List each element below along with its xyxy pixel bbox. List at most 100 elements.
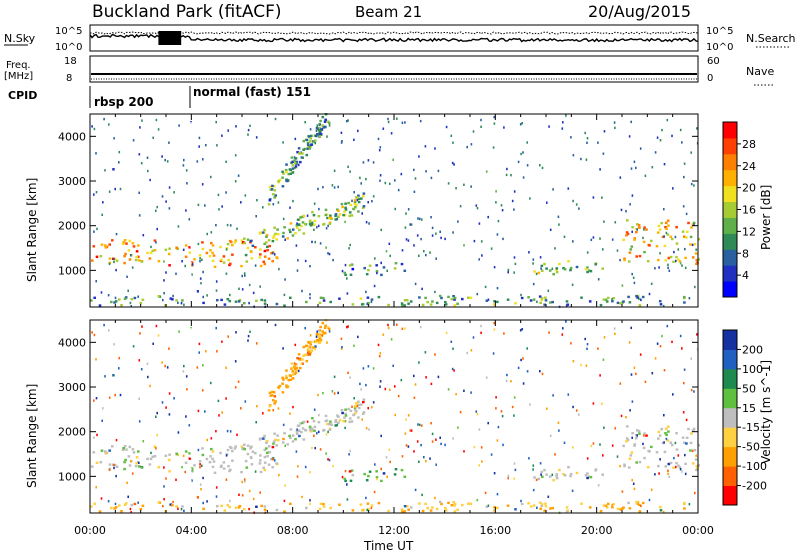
power-cell — [326, 135, 328, 138]
power-cell — [527, 296, 530, 299]
velocity-cell — [306, 353, 309, 356]
power-cell — [271, 184, 274, 188]
velocity-cell — [222, 461, 226, 464]
power-colorbar-tick: 24 — [742, 160, 756, 173]
power-cell — [630, 245, 634, 248]
velocity-cell — [628, 457, 632, 460]
power-cell — [254, 264, 257, 267]
power-cell — [281, 176, 284, 179]
velocity-cell — [272, 440, 276, 443]
velocity-cell — [338, 419, 342, 422]
velocity-cell — [132, 345, 135, 348]
velocity-cell — [357, 403, 361, 407]
velocity-cell — [228, 445, 232, 449]
velocity-cell — [540, 504, 544, 508]
power-cell — [329, 214, 332, 217]
power-cell — [301, 289, 303, 293]
power-colorbar-tick: 8 — [742, 247, 749, 260]
velocity-cell — [329, 506, 332, 510]
velocity-cell — [430, 382, 433, 386]
velocity-cell — [310, 427, 314, 430]
power-cell — [191, 273, 193, 276]
power-cell — [322, 126, 325, 129]
power-cell — [244, 253, 248, 257]
velocity-cell — [658, 506, 662, 509]
velocity-cell — [267, 445, 271, 448]
power-cell — [302, 214, 306, 218]
velocity-cell — [281, 376, 284, 379]
power-cell — [185, 209, 187, 212]
velocity-cell — [354, 412, 357, 415]
power-cell — [100, 243, 104, 246]
velocity-cell — [294, 371, 298, 374]
power-cell — [549, 301, 552, 304]
velocity-cell — [397, 394, 400, 398]
velocity-cell — [297, 429, 301, 432]
velocity-cell — [193, 464, 196, 467]
velocity-cell — [215, 326, 217, 330]
velocity-cell — [246, 444, 250, 447]
velocity-cell — [642, 442, 644, 446]
power-cell — [114, 187, 116, 191]
power-cell — [547, 289, 550, 292]
velocity-cell — [301, 421, 304, 425]
velocity-cell — [289, 436, 292, 440]
velocity-cell — [259, 470, 263, 474]
velocity-cell — [250, 445, 253, 448]
power-cell — [684, 247, 686, 251]
velocity-cell — [502, 443, 504, 447]
x-tick-label: 08:00 — [277, 524, 309, 537]
velocity-cell — [283, 499, 286, 503]
velocity-cell — [346, 483, 348, 486]
velocity-cell — [219, 451, 222, 455]
velocity-cell — [604, 504, 608, 507]
freq-panel: Freq. [MHz] 18 8 Nave 60 0 — [4, 55, 775, 86]
velocity-cell — [334, 424, 338, 427]
velocity-cell — [657, 437, 660, 440]
velocity-cell — [659, 345, 662, 348]
power-cell — [205, 144, 207, 147]
velocity-cell — [301, 495, 303, 499]
velocity-cell — [289, 428, 293, 431]
velocity-cell — [327, 327, 331, 331]
velocity-cell — [662, 510, 665, 514]
power-cell — [604, 298, 608, 301]
power-cell — [265, 235, 268, 238]
velocity-cell — [289, 378, 293, 381]
power-cell — [660, 221, 663, 225]
power-cell — [302, 232, 306, 235]
power-cell — [631, 230, 633, 233]
velocity-cell — [372, 367, 375, 370]
power-cell — [344, 263, 347, 267]
power-cell — [200, 282, 202, 285]
velocity-cell — [522, 382, 525, 385]
power-cell — [638, 304, 642, 307]
power-cell — [299, 216, 302, 219]
power-cell — [386, 269, 388, 272]
velocity-cell — [673, 456, 675, 460]
velocity-cell — [263, 455, 267, 459]
velocity-colorbar-tick: 50 — [742, 382, 756, 395]
velocity-cell — [687, 427, 690, 431]
power-cell — [108, 243, 111, 246]
power-cell — [347, 119, 349, 122]
velocity-cell — [201, 389, 204, 392]
velocity-cell — [603, 426, 605, 429]
velocity-cell — [178, 330, 180, 333]
power-cell — [438, 294, 442, 298]
power-cell — [161, 155, 163, 158]
velocity-cell — [348, 453, 350, 456]
power-cell — [419, 217, 421, 221]
velocity-cell — [394, 385, 396, 388]
velocity-cell — [182, 454, 185, 457]
velocity-cell — [347, 407, 350, 411]
velocity-cell — [675, 448, 679, 451]
x-tick-label: 16:00 — [479, 524, 511, 537]
velocity-cell — [463, 450, 465, 453]
cpid-label: CPID — [8, 89, 37, 102]
power-cell — [104, 244, 107, 247]
power-cell — [683, 301, 686, 304]
velocity-cell — [204, 410, 206, 413]
power-cell — [684, 256, 687, 260]
